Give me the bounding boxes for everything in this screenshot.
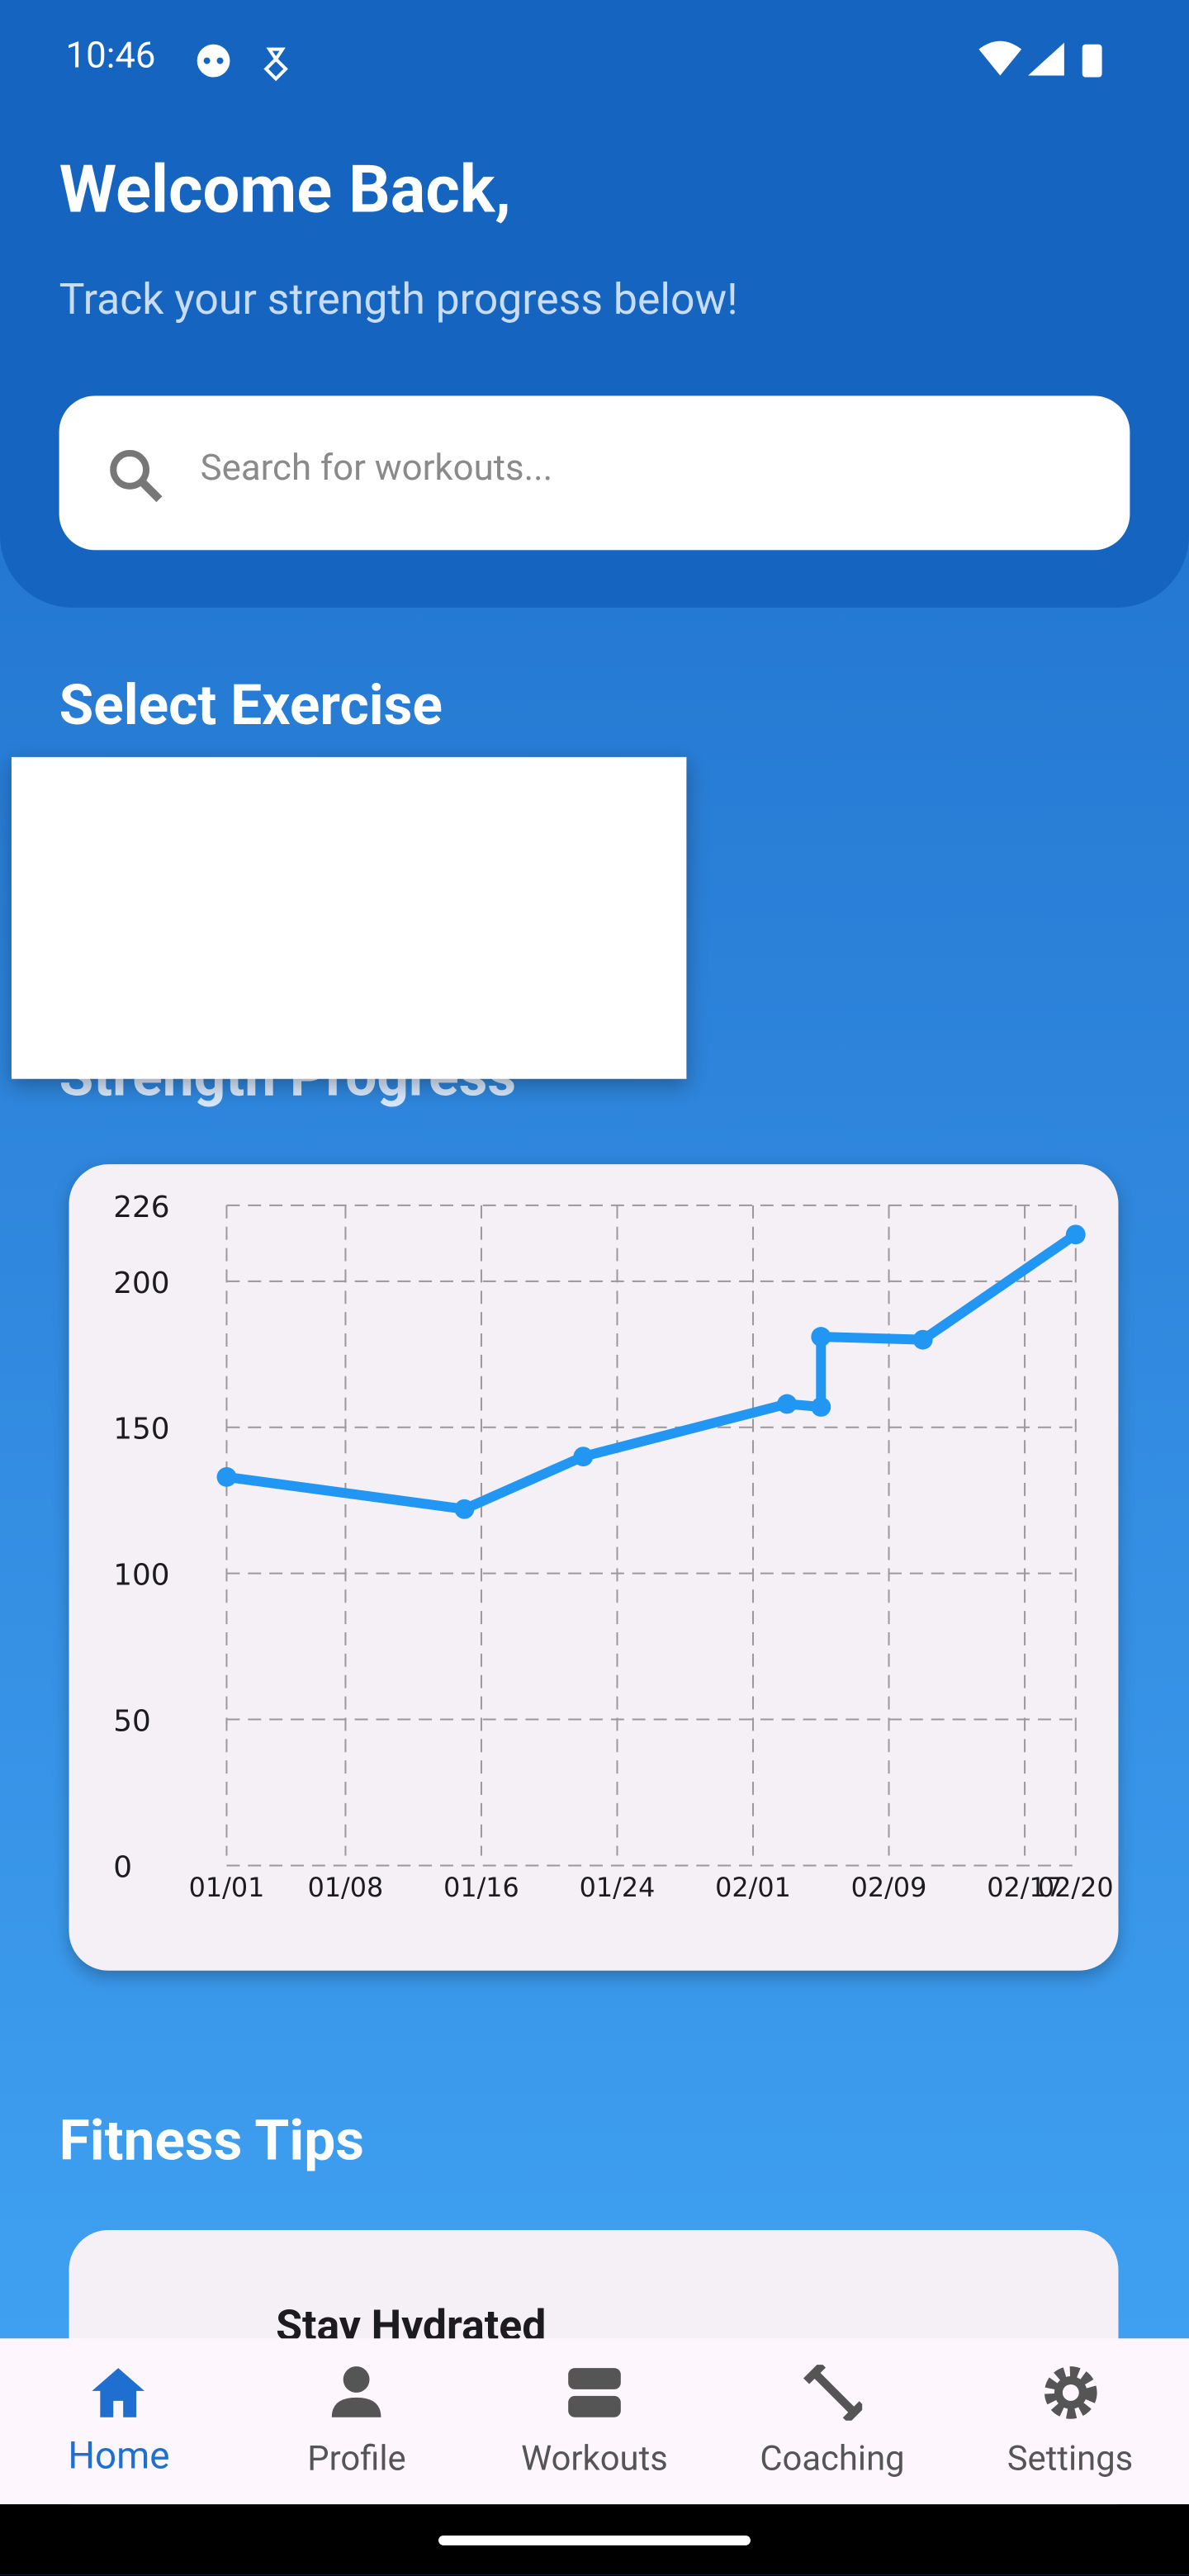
search-placeholder: Search for workouts... <box>200 447 553 490</box>
nav-icon <box>568 2368 621 2417</box>
exercise-dropdown[interactable] <box>11 756 687 1079</box>
status-time: 10:46 <box>65 36 156 78</box>
welcome-title: Welcome Back, <box>59 150 511 229</box>
search-box[interactable]: Search for workouts... <box>59 395 1130 551</box>
nav-label: Workouts <box>521 2440 668 2480</box>
nav-label: Settings <box>1007 2440 1134 2480</box>
nav-coaching[interactable]: Coaching <box>713 2338 951 2504</box>
bottom-nav: Home Profile Workouts Coaching Settings <box>0 2338 1189 2505</box>
nav-workouts[interactable]: Workouts <box>476 2338 713 2504</box>
gesture-handle <box>438 2535 751 2545</box>
nav-label: Coaching <box>760 2440 905 2480</box>
nav-label: Home <box>68 2433 170 2479</box>
welcome-subtitle: Track your strength progress below! <box>59 276 738 325</box>
nav-icon <box>803 2365 862 2421</box>
nav-settings[interactable]: Settings <box>951 2338 1189 2504</box>
nav-home[interactable]: Home <box>0 2338 238 2504</box>
status-icons <box>197 44 288 82</box>
status-right-icons <box>978 40 1102 78</box>
section-title: Select Exercise <box>59 673 443 740</box>
section-title: Fitness Tips <box>59 2108 365 2175</box>
chart-card <box>69 1164 1119 1971</box>
nav-icon <box>92 2368 145 2417</box>
search-icon <box>110 449 163 503</box>
nav-icon <box>332 2366 381 2417</box>
nav-icon <box>1044 2366 1097 2419</box>
nav-label: Profile <box>307 2440 406 2480</box>
nav-profile[interactable]: Profile <box>238 2338 476 2504</box>
